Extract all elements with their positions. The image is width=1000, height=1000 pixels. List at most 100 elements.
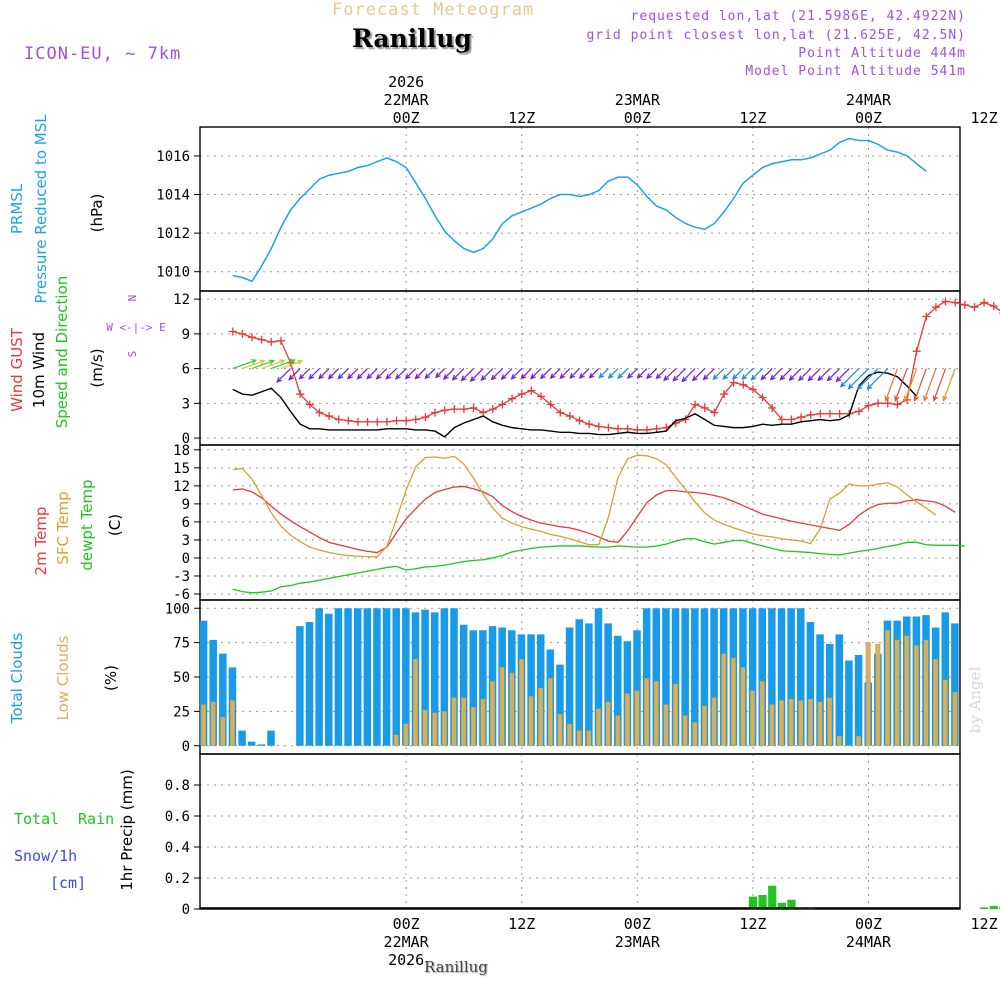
- wind-direction-arrow: [490, 368, 503, 381]
- low-cloud-bar: [201, 704, 207, 746]
- pressure-ytick-label: 1012: [156, 226, 190, 242]
- wind-gust-marker: [835, 409, 844, 418]
- total-cloud-bar: [527, 634, 535, 746]
- wind-gust-marker: [633, 425, 642, 434]
- wind-direction-arrow: [769, 368, 783, 381]
- wind-gust-marker: [989, 302, 998, 311]
- bottom-time-label: 12Z: [739, 915, 766, 933]
- wind-direction-arrow: [280, 359, 304, 370]
- low-cloud-bar: [942, 679, 948, 746]
- temp-ytick-label: 15: [173, 461, 190, 477]
- total-cloud-bar: [421, 609, 429, 746]
- wind-gust-marker: [353, 417, 362, 426]
- wind-gust-marker: [777, 415, 786, 424]
- wind-direction-arrow: [627, 368, 638, 379]
- wind-direction-arrow: [375, 368, 388, 380]
- wind-gust-marker: [517, 390, 526, 399]
- clouds-ytick-label: 25: [173, 704, 190, 720]
- low-cloud-bar: [557, 713, 563, 746]
- total-cloud-bar: [758, 608, 767, 746]
- pressure-ytick-label: 1014: [156, 188, 190, 204]
- temp-label-sfc: SFC Temp: [54, 491, 72, 564]
- low-cloud-bar: [769, 704, 775, 746]
- low-cloud-bar: [576, 730, 582, 746]
- wind-gust-marker: [941, 297, 950, 306]
- total-cloud-bar: [585, 623, 593, 746]
- wind-gust-marker: [691, 400, 700, 409]
- low-cloud-bar: [605, 701, 611, 746]
- low-cloud-bar: [432, 712, 438, 746]
- wind-direction-arrow: [741, 368, 754, 381]
- low-cloud-bar: [952, 691, 958, 746]
- low-cloud-bar: [547, 678, 553, 746]
- precip-ytick-label: 0.2: [165, 871, 190, 887]
- wind-direction-arrow: [232, 359, 258, 370]
- precip-ytick-label: 0: [182, 902, 190, 918]
- wind-direction-arrow: [607, 368, 619, 379]
- requested-lonlat: requested lon,lat (21.5986E, 42.4922N): [630, 9, 966, 24]
- total-cloud-bar: [392, 608, 400, 746]
- wind-gust-marker: [768, 403, 777, 412]
- low-cloud-bar: [750, 690, 756, 746]
- total-cloud-bar: [652, 608, 661, 746]
- wind-gust-marker: [411, 415, 420, 424]
- wind-direction-arrow: [750, 368, 763, 381]
- wind-direction-arrow: [672, 368, 686, 382]
- total-cloud-bar: [806, 622, 815, 746]
- wind-direction-arrow: [366, 368, 378, 380]
- wind-label-dir: Speed and Direction: [53, 276, 71, 429]
- total-cloud-bar: [681, 608, 689, 746]
- model-point-altitude: Model Point Altitude 541m: [745, 64, 966, 79]
- total-cloud-bar: [382, 608, 391, 746]
- bottom-time-label: 12Z: [508, 915, 535, 933]
- low-cloud-bar: [220, 716, 226, 746]
- wind-gust-marker: [614, 424, 623, 433]
- low-cloud-bar: [538, 687, 544, 746]
- pressure-ytick-label: 1016: [156, 149, 190, 165]
- wind-gust-marker: [575, 416, 584, 425]
- wind-gust-marker: [970, 303, 979, 312]
- total-cloud-bar: [787, 608, 795, 746]
- low-cloud-bar: [461, 697, 467, 746]
- total-cloud-bar: [353, 608, 362, 746]
- low-cloud-bar: [856, 735, 862, 746]
- wind-direction-arrow: [578, 368, 590, 379]
- total-cloud-bar: [662, 608, 670, 746]
- precip-label-rain: Rain: [78, 810, 114, 828]
- low-cloud-bar: [817, 701, 823, 746]
- pressure-unit: (hPa): [88, 194, 106, 233]
- total-cloud-bar: [363, 608, 372, 746]
- total-cloud-bar: [594, 608, 603, 746]
- low-cloud-bar: [596, 708, 601, 746]
- low-cloud-bar: [403, 723, 409, 746]
- precip-ytick-label: 0.8: [165, 778, 190, 794]
- wind-direction-arrow: [327, 368, 340, 380]
- total-cloud-bar: [325, 613, 333, 746]
- wind-direction-arrow: [847, 368, 869, 390]
- chart-title: Forecast Meteogram: [332, 0, 535, 20]
- top-time-label: 12Z: [508, 109, 535, 127]
- wind-gust-marker: [238, 329, 247, 338]
- pressure-label-desc: Pressure Reduced to MSL: [32, 114, 50, 304]
- total-cloud-bar: [633, 630, 641, 746]
- bottom-time-label: 00Z: [624, 915, 651, 933]
- pressure-line: [232, 137, 927, 283]
- temp-unit: (C): [106, 514, 124, 536]
- low-cloud-bar: [586, 730, 592, 746]
- total-cloud-bar: [296, 626, 304, 746]
- total-cloud-bar: [199, 620, 208, 746]
- low-cloud-bar: [210, 701, 216, 746]
- top-time-label: 12Z: [739, 109, 766, 127]
- precip-bar: [787, 899, 796, 909]
- wind-gust-marker: [739, 380, 748, 389]
- total-cloud-bar: [305, 622, 314, 746]
- wind-gust-marker: [642, 425, 651, 434]
- wind-direction-arrow: [655, 368, 667, 380]
- precip-label-snow: Snow/1h: [14, 847, 77, 865]
- wind-label-gust: Wind GUST: [8, 327, 26, 412]
- top-time-label: 00Z: [624, 109, 651, 127]
- wind-gust-marker: [546, 400, 555, 409]
- low-cloud-bar: [875, 643, 881, 746]
- wind-direction-arrow: [817, 368, 831, 382]
- bottom-time-label: 23MAR: [615, 933, 661, 951]
